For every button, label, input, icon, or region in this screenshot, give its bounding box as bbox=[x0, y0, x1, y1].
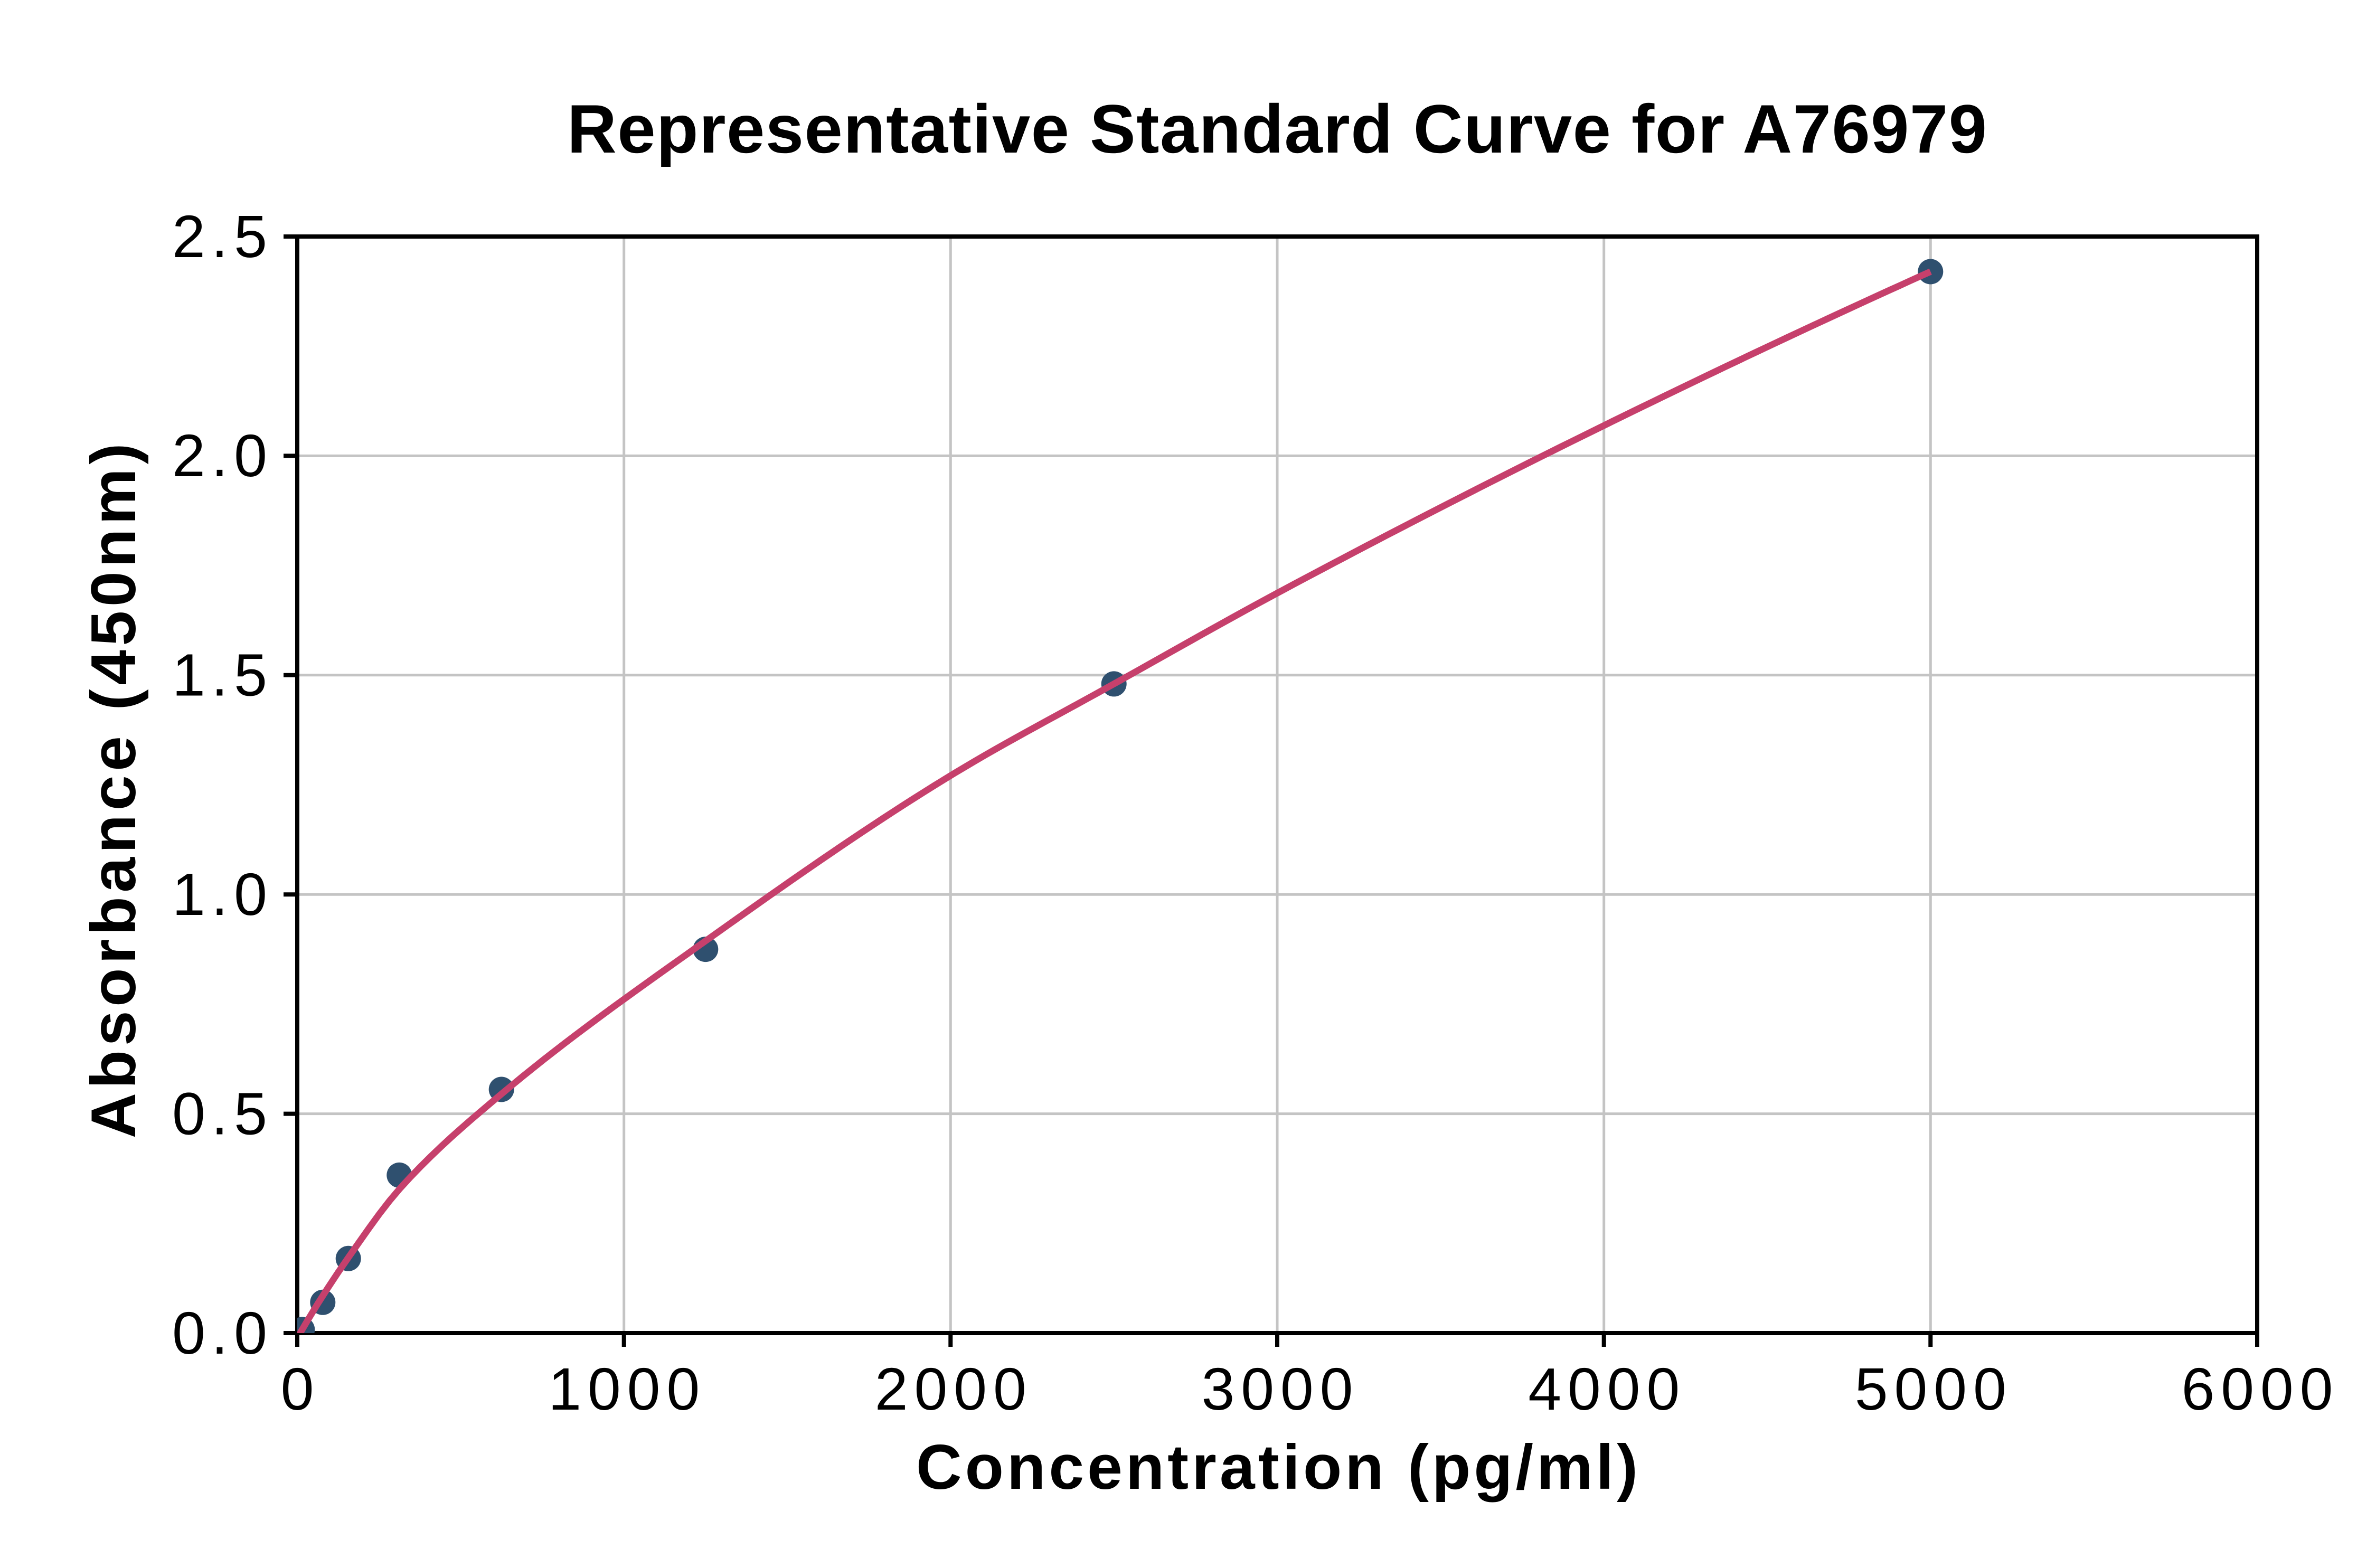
svg-text:Representative Standard Curve: Representative Standard Curve for A76979 bbox=[567, 90, 1987, 167]
svg-text:0.0: 0.0 bbox=[172, 1300, 267, 1366]
svg-text:Absorbance (450nm): Absorbance (450nm) bbox=[78, 443, 149, 1139]
svg-text:2.0: 2.0 bbox=[172, 422, 267, 489]
svg-text:2.5: 2.5 bbox=[172, 203, 267, 270]
svg-text:1.5: 1.5 bbox=[172, 642, 267, 709]
svg-text:1.0: 1.0 bbox=[172, 861, 267, 928]
svg-text:0.5: 0.5 bbox=[172, 1080, 267, 1147]
svg-text:Concentration (pg/ml): Concentration (pg/ml) bbox=[916, 1432, 1638, 1503]
svg-text:0: 0 bbox=[281, 1356, 314, 1422]
